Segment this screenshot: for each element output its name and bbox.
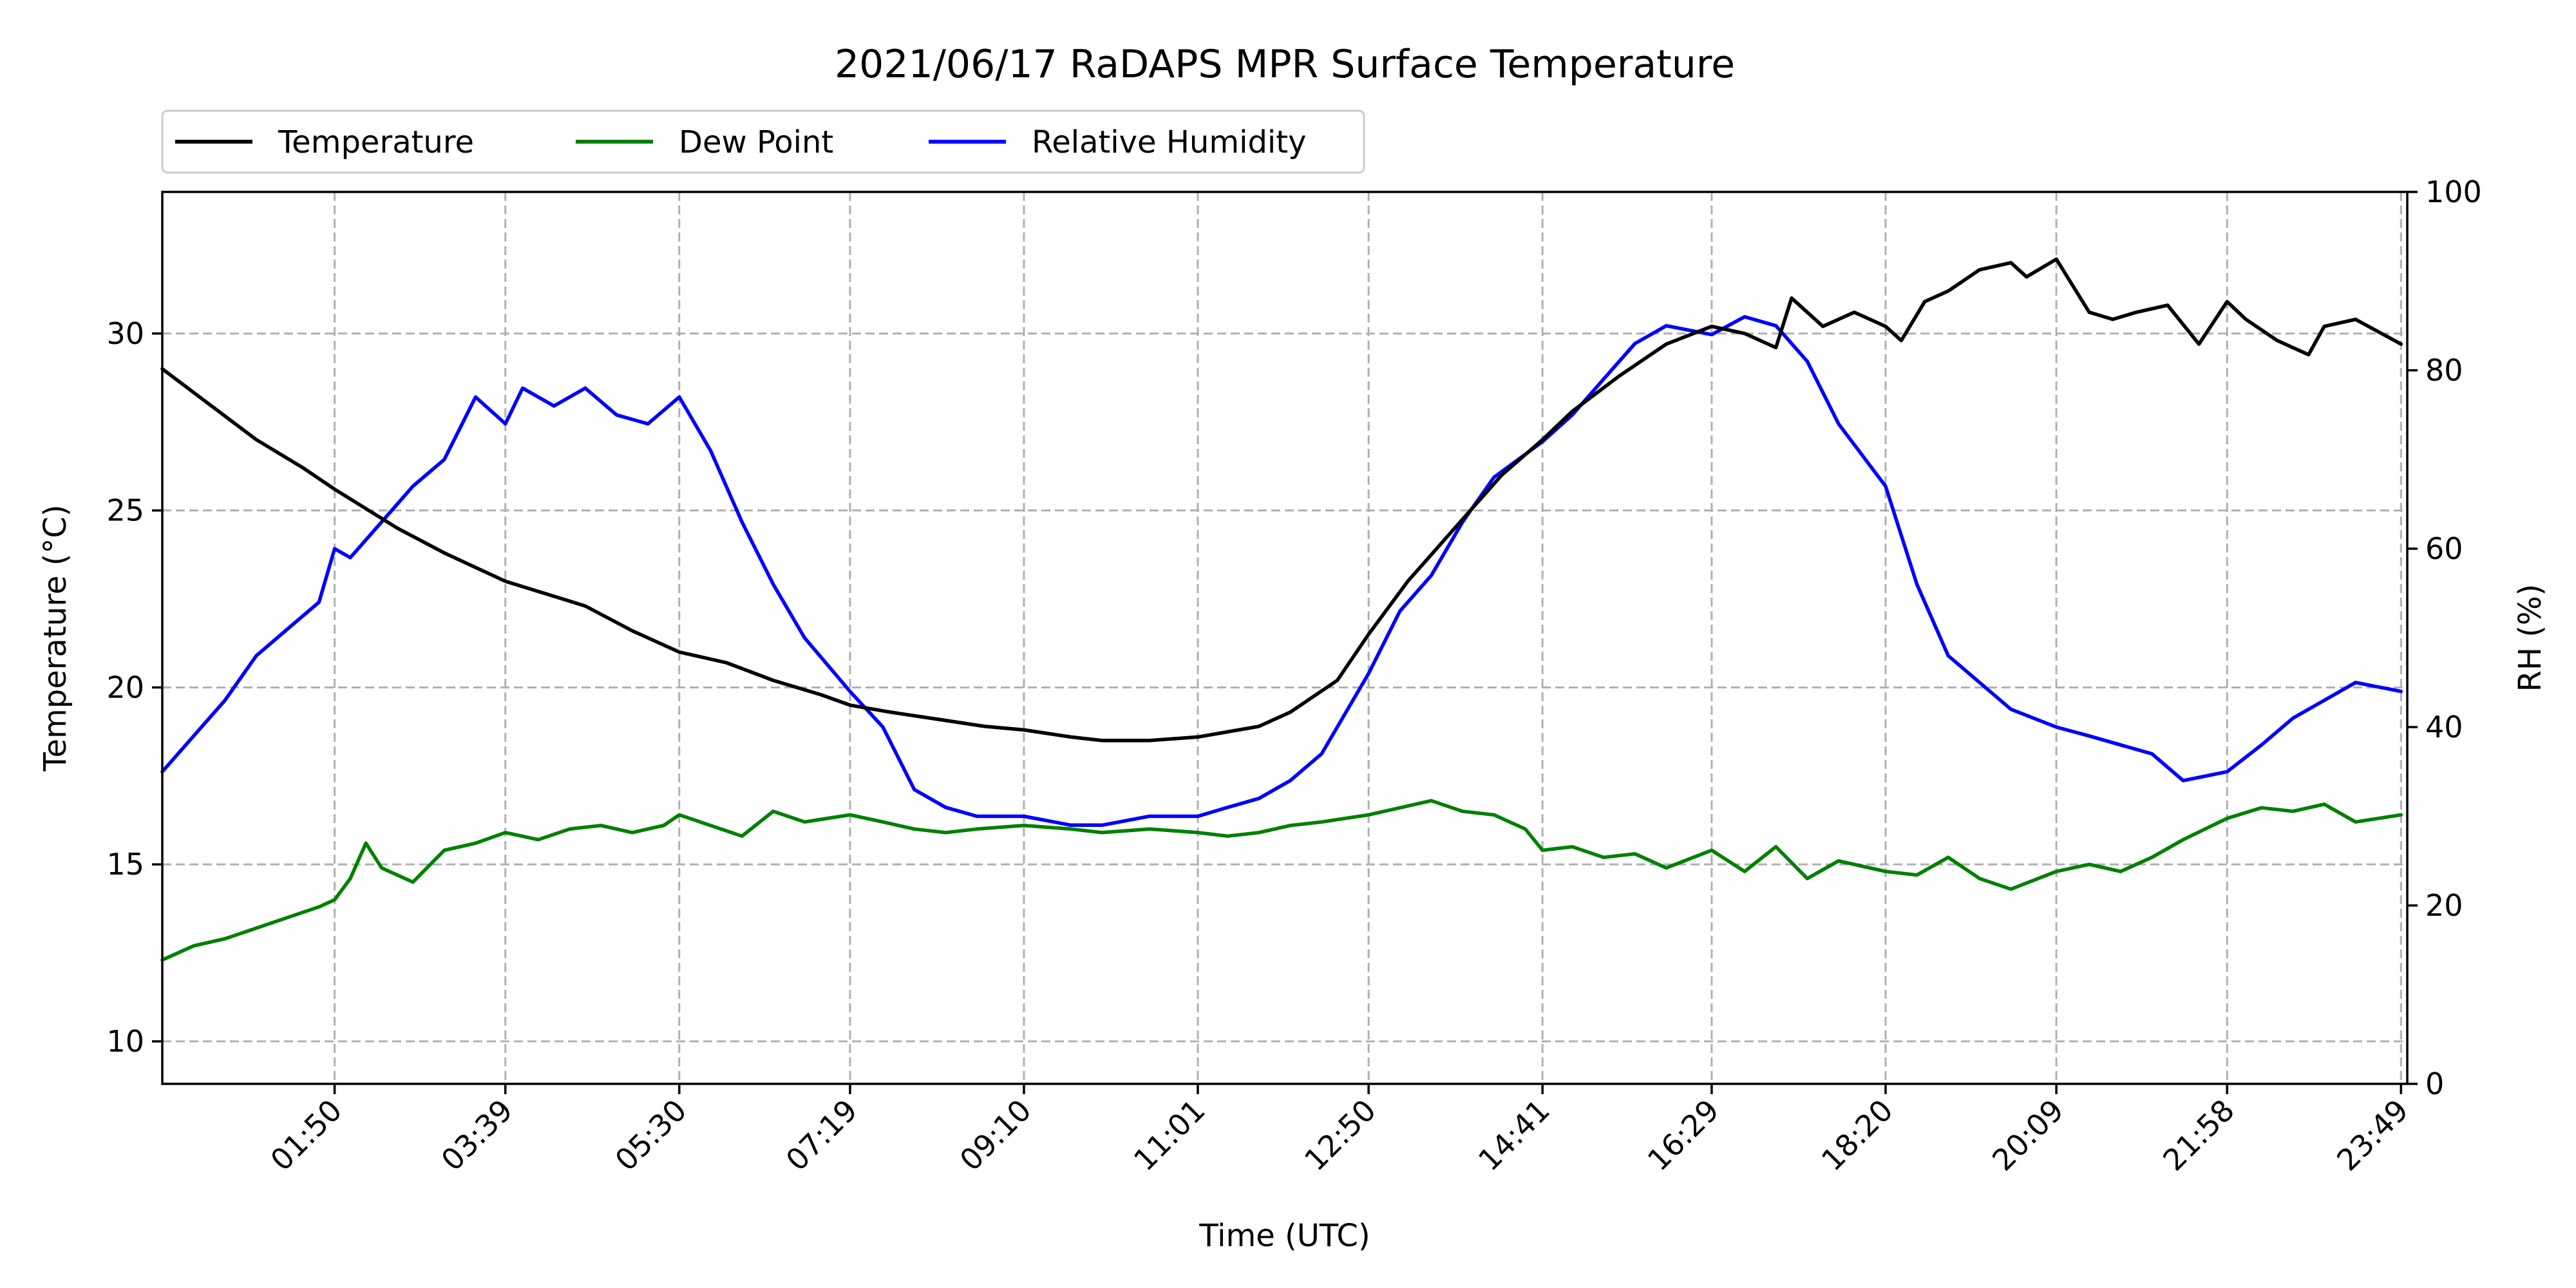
series-relative-humidity	[160, 315, 2403, 828]
y-tick-label: 10	[106, 1024, 144, 1059]
plot-frame	[161, 191, 2409, 1085]
y2-tick-label: 60	[2425, 531, 2463, 566]
y-tick-label: 15	[106, 847, 144, 882]
x-tick-label: 07:19	[779, 1093, 864, 1178]
x-tick-label: 20:09	[1985, 1093, 2070, 1178]
x-tick-label: 14:41	[1472, 1093, 1557, 1178]
x-tick-label: 18:20	[1815, 1093, 1900, 1178]
y2-tick-label: 0	[2425, 1066, 2444, 1101]
y2-axis-label: RH (%)	[2512, 584, 2548, 692]
x-tick-label: 09:10	[953, 1093, 1038, 1178]
x-tick-label: 21:58	[2156, 1093, 2241, 1178]
legend-label: Dew Point	[679, 124, 833, 160]
x-tick-label: 03:39	[435, 1093, 520, 1178]
y2-tick-label: 40	[2425, 710, 2463, 744]
series-temperature	[160, 257, 2403, 743]
legend-frame	[161, 109, 1365, 174]
x-tick-label: 12:50	[1298, 1093, 1383, 1178]
y-axis-right: 0 20 40 60 80 100	[2407, 175, 2482, 1101]
series-dew-point	[160, 799, 2403, 962]
chart-title: 2021/06/17 RaDAPS MPR Surface Temperatur…	[835, 42, 1735, 87]
y-axis-label: Temperature (°C)	[37, 504, 73, 772]
y-axis-left: 10 15 20 25 30	[106, 316, 162, 1059]
legend-label: Temperature	[278, 124, 474, 160]
grid	[162, 192, 2407, 1084]
x-axis: 01:50 03:39 05:30 07:19 09:10 11:01 12:50 14:41…	[263, 1084, 2415, 1178]
y-tick-label: 20	[106, 670, 144, 705]
y2-tick-label: 20	[2425, 888, 2463, 923]
x-tick-label: 05:30	[609, 1093, 694, 1178]
y2-tick-label: 100	[2425, 175, 2482, 209]
y-tick-label: 25	[106, 493, 144, 528]
series-layer	[160, 257, 2403, 962]
x-tick-label: 01:50	[263, 1093, 348, 1178]
y2-tick-label: 80	[2425, 353, 2463, 388]
y-tick-label: 30	[106, 316, 144, 351]
legend-label: Relative Humidity	[1032, 124, 1306, 160]
x-tick-label: 23:49	[2330, 1093, 2415, 1178]
x-tick-label: 16:29	[1641, 1093, 1726, 1178]
legend: Temperature Dew Point Relative Humidity	[161, 109, 1365, 174]
x-axis-label: Time (UTC)	[1198, 1218, 1370, 1254]
x-tick-label: 11:01	[1127, 1093, 1212, 1178]
